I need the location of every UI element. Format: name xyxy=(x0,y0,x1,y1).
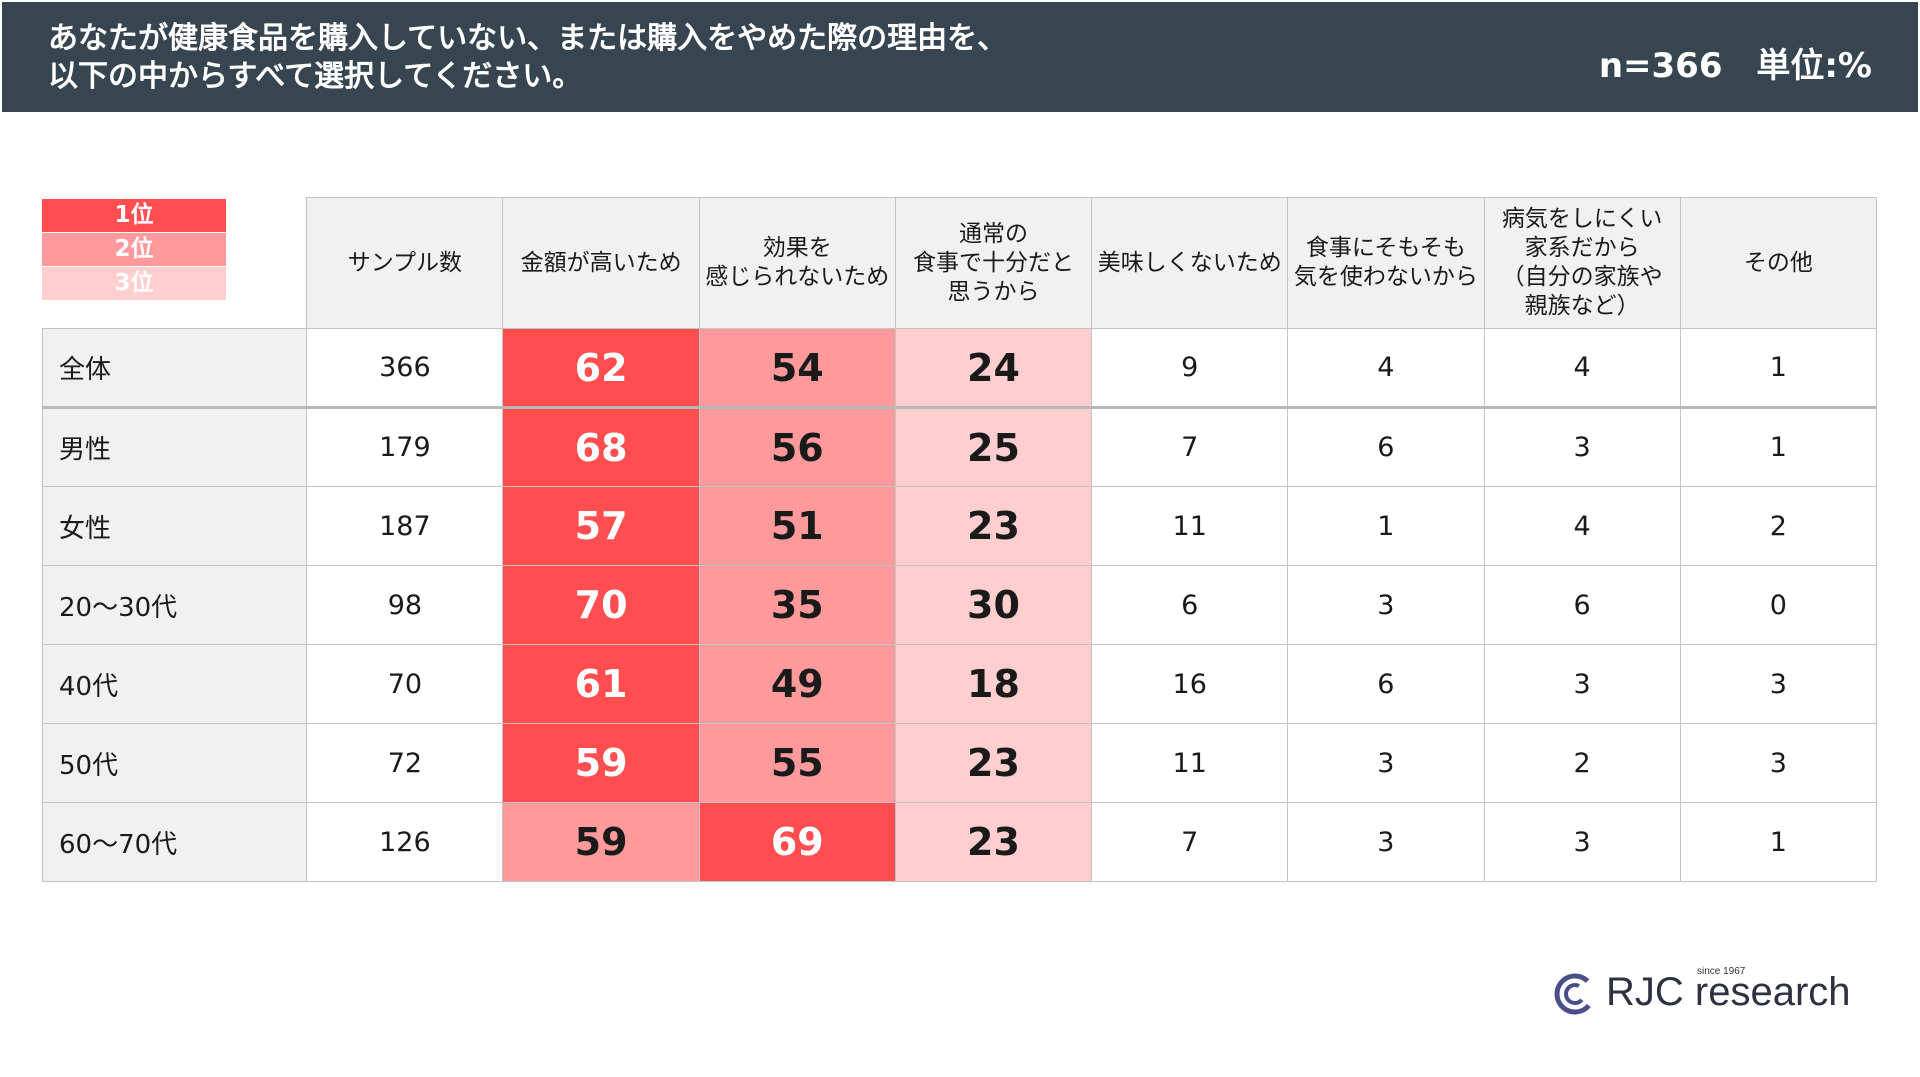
header-row: サンプル数 金額が高いため 効果を 感じられないため 通常の 食事で十分だと 思うから… xyxy=(42,197,1878,329)
value-cell: 1 xyxy=(1679,407,1878,487)
value-cell: 2 xyxy=(1483,723,1681,803)
sample-count-cell: 126 xyxy=(306,802,504,882)
value-cell: 3 xyxy=(1287,565,1485,645)
sample-info: n=366 単位:% xyxy=(1599,38,1872,87)
value-cell: 11 xyxy=(1091,723,1289,803)
value-cell: 0 xyxy=(1679,565,1878,645)
sample-count-cell: 98 xyxy=(306,565,504,645)
value-cell: 3 xyxy=(1287,723,1485,803)
value-cell: 70 xyxy=(502,565,700,645)
sample-count-cell: 72 xyxy=(306,723,504,803)
value-cell: 23 xyxy=(894,486,1093,566)
row-label: 男性 xyxy=(41,407,308,487)
sample-count-cell: 70 xyxy=(306,644,504,724)
value-cell: 23 xyxy=(894,802,1093,882)
table-row: 20～30代 98 70 35 30 6 3 6 0 xyxy=(41,565,1878,645)
value-cell: 3 xyxy=(1483,407,1681,487)
value-cell: 6 xyxy=(1091,565,1289,645)
value-cell: 61 xyxy=(502,644,700,724)
rjc-logo: since 1967 RJC research xyxy=(1552,966,1852,1022)
table-row: 50代 72 59 55 23 11 3 2 3 xyxy=(41,723,1878,803)
legend-item: 2位 xyxy=(42,233,226,267)
sample-size: n=366 xyxy=(1598,46,1723,86)
title-line: 以下の中からすべて選択してください。 xyxy=(48,59,583,94)
value-cell: 54 xyxy=(698,328,896,409)
rank-legend: 1位 2位 3位 xyxy=(42,199,226,301)
table-row: 女性 187 57 51 23 11 1 4 2 xyxy=(41,486,1878,566)
question-title: あなたが健康食品を購入していない、または購入をやめた際の理由を、 以下の中からす… xyxy=(48,20,1148,96)
value-cell: 35 xyxy=(698,565,896,645)
value-cell: 11 xyxy=(1091,486,1289,566)
sample-count-cell: 366 xyxy=(306,328,504,409)
value-cell: 1 xyxy=(1287,486,1485,566)
row-label: 全体 xyxy=(41,328,308,409)
value-cell: 62 xyxy=(502,328,700,409)
legend-item: 1位 xyxy=(42,199,226,233)
column-header: 金額が高いため xyxy=(502,197,700,329)
logo-since: since 1967 xyxy=(1697,966,1746,977)
value-cell: 25 xyxy=(894,407,1093,487)
table-row: 男性 179 68 56 25 7 6 3 1 xyxy=(41,407,1878,487)
value-cell: 6 xyxy=(1287,644,1485,724)
value-cell: 23 xyxy=(894,723,1093,803)
column-header: 美味しくないため xyxy=(1091,197,1289,329)
logo-mark-icon xyxy=(1554,973,1596,1015)
column-header: サンプル数 xyxy=(306,197,504,329)
value-cell: 68 xyxy=(502,407,700,487)
column-header: 通常の 食事で十分だと 思うから xyxy=(894,197,1093,329)
value-cell: 69 xyxy=(698,802,896,882)
value-cell: 24 xyxy=(894,328,1093,409)
value-cell: 7 xyxy=(1091,407,1289,487)
sample-count-cell: 187 xyxy=(306,486,504,566)
table-row: 40代 70 61 49 18 16 6 3 3 xyxy=(41,644,1878,724)
table-row: 全体 366 62 54 24 9 4 4 1 xyxy=(41,328,1878,409)
value-cell: 59 xyxy=(502,802,700,882)
value-cell: 18 xyxy=(894,644,1093,724)
sample-count-cell: 179 xyxy=(306,407,504,487)
value-cell: 3 xyxy=(1287,802,1485,882)
column-header: 病気をしにくい 家系だから （自分の家族や 親族など） xyxy=(1483,197,1681,329)
value-cell: 3 xyxy=(1483,802,1681,882)
table-row: 60～70代 126 59 69 23 7 3 3 1 xyxy=(41,802,1878,882)
value-cell: 59 xyxy=(502,723,700,803)
value-cell: 7 xyxy=(1091,802,1289,882)
column-header: 効果を 感じられないため xyxy=(698,197,896,329)
value-cell: 3 xyxy=(1679,723,1878,803)
value-cell: 30 xyxy=(894,565,1093,645)
results-table: サンプル数 金額が高いため 効果を 感じられないため 通常の 食事で十分だと 思うから… xyxy=(41,197,1878,882)
value-cell: 9 xyxy=(1091,328,1289,409)
column-header: その他 xyxy=(1679,197,1878,329)
value-cell: 55 xyxy=(698,723,896,803)
value-cell: 3 xyxy=(1679,644,1878,724)
value-cell: 6 xyxy=(1483,565,1681,645)
unit-label: 単位:% xyxy=(1756,46,1872,86)
row-label: 40代 xyxy=(41,644,308,724)
value-cell: 4 xyxy=(1483,328,1681,409)
value-cell: 49 xyxy=(698,644,896,724)
table-body: 全体 366 62 54 24 9 4 4 1 男性 179 68 56 25 7 6 3 1 女性 187 57 51 2… xyxy=(41,328,1878,882)
row-label: 50代 xyxy=(41,723,308,803)
value-cell: 16 xyxy=(1091,644,1289,724)
row-label: 20～30代 xyxy=(41,565,308,645)
legend-item: 3位 xyxy=(42,267,226,301)
logo-wordmark: RJC research xyxy=(1606,970,1851,1014)
row-label: 女性 xyxy=(41,486,308,566)
value-cell: 1 xyxy=(1679,802,1878,882)
value-cell: 2 xyxy=(1679,486,1878,566)
value-cell: 6 xyxy=(1287,407,1485,487)
value-cell: 1 xyxy=(1679,328,1878,409)
row-label: 60～70代 xyxy=(41,802,308,882)
value-cell: 4 xyxy=(1483,486,1681,566)
value-cell: 51 xyxy=(698,486,896,566)
value-cell: 4 xyxy=(1287,328,1485,409)
value-cell: 57 xyxy=(502,486,700,566)
value-cell: 3 xyxy=(1483,644,1681,724)
column-header: 食事にそもそも 気を使わないから xyxy=(1287,197,1485,329)
title-line: あなたが健康食品を購入していない、または購入をやめた際の理由を、 xyxy=(48,21,1008,56)
value-cell: 56 xyxy=(698,407,896,487)
title-bar: あなたが健康食品を購入していない、または購入をやめた際の理由を、 以下の中からす… xyxy=(2,2,1918,112)
